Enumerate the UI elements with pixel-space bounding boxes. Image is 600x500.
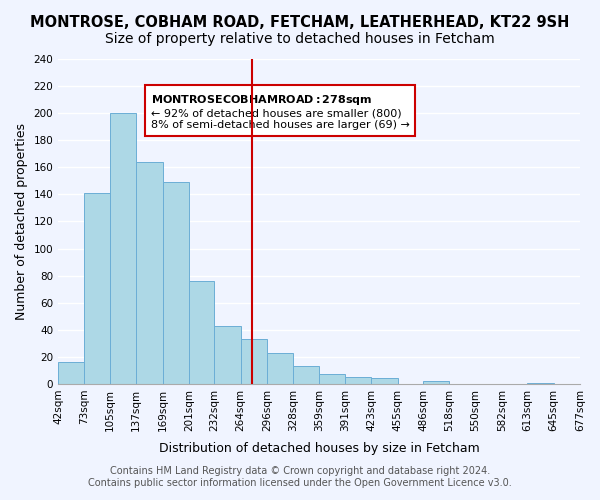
Bar	[267, 353, 293, 384]
Text: Contains HM Land Registry data © Crown copyright and database right 2024.
Contai: Contains HM Land Registry data © Crown c…	[88, 466, 512, 487]
Text: Size of property relative to detached houses in Fetcham: Size of property relative to detached ho…	[105, 32, 495, 46]
Bar	[319, 374, 345, 384]
Bar	[580, 382, 600, 384]
Bar	[293, 366, 319, 384]
Bar	[345, 377, 371, 384]
X-axis label: Distribution of detached houses by size in Fetcham: Distribution of detached houses by size …	[159, 442, 479, 455]
Bar	[371, 378, 398, 384]
Bar	[241, 339, 267, 384]
Bar	[83, 193, 110, 384]
Bar	[110, 113, 136, 384]
Bar	[214, 326, 241, 384]
Bar	[163, 182, 189, 384]
Bar	[136, 162, 163, 384]
Y-axis label: Number of detached properties: Number of detached properties	[15, 123, 28, 320]
Bar	[423, 381, 449, 384]
Text: $\bf{MONTROSE COBHAM ROAD: 278sqm}$
← 92% of detached houses are smaller (800)
8: $\bf{MONTROSE COBHAM ROAD: 278sqm}$ ← 92…	[151, 93, 410, 130]
Text: MONTROSE, COBHAM ROAD, FETCHAM, LEATHERHEAD, KT22 9SH: MONTROSE, COBHAM ROAD, FETCHAM, LEATHERH…	[31, 15, 569, 30]
Bar	[527, 382, 554, 384]
Bar	[58, 362, 83, 384]
Bar	[189, 281, 214, 384]
